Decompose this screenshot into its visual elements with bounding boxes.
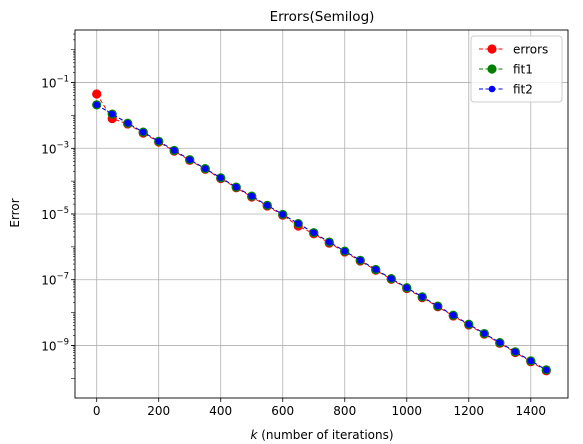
data-point-fit2 xyxy=(527,357,535,365)
x-tick-label: 1000 xyxy=(391,404,422,418)
y-tick-label: 10−1 xyxy=(41,75,69,91)
data-point-fit2 xyxy=(217,174,225,182)
data-point-fit2 xyxy=(480,330,488,337)
axis-ticks: 0 200 400 600 800 1000 1200 1400 10−9 10−7 10−5 10−… xyxy=(41,33,547,418)
legend-label: errors xyxy=(513,43,548,57)
data-point-fit2 xyxy=(387,275,395,282)
data-point-fit2 xyxy=(201,165,209,172)
legend-marker xyxy=(487,64,497,74)
data-point-fit2 xyxy=(232,183,240,191)
data-point-fit2 xyxy=(248,192,256,200)
data-point-fit2 xyxy=(542,366,550,374)
x-axis-label-var: k xyxy=(250,428,258,442)
data-point-fit2 xyxy=(170,147,178,154)
data-point-fit2 xyxy=(124,119,132,127)
legend-item-errors: errors xyxy=(479,43,548,57)
data-point-fit2 xyxy=(279,211,287,218)
data-point-fit2 xyxy=(341,247,349,255)
series-line-errors xyxy=(96,93,547,372)
data-point-fit2 xyxy=(449,311,457,319)
data-point-fit2 xyxy=(511,348,519,356)
data-point-fit2 xyxy=(108,110,116,118)
series-layer xyxy=(92,89,551,376)
y-tick-label: 10−7 xyxy=(41,272,69,288)
legend-label: fit1 xyxy=(513,63,533,77)
legend-marker xyxy=(488,85,496,93)
legend-item-fit2: fit2 xyxy=(479,83,533,97)
data-point-errors xyxy=(92,89,102,99)
y-tick-label: 10−5 xyxy=(41,206,69,222)
data-point-fit2 xyxy=(263,201,271,209)
x-tick-label: 1400 xyxy=(516,404,547,418)
series-fit2 xyxy=(93,101,550,374)
legend-label: fit2 xyxy=(513,83,533,97)
x-tick-label: 400 xyxy=(209,404,232,418)
series-line-fit2 xyxy=(96,104,547,371)
data-point-fit2 xyxy=(372,266,380,273)
data-point-fit2 xyxy=(418,293,426,301)
x-tick-label: 200 xyxy=(147,404,170,418)
data-point-fit2 xyxy=(403,284,411,292)
x-axis-label: k (number of iterations) xyxy=(250,428,393,442)
legend-marker xyxy=(487,44,497,54)
data-point-fit2 xyxy=(496,339,504,346)
data-point-fit2 xyxy=(434,302,442,310)
chart-title: Errors(Semilog) xyxy=(270,9,375,25)
x-tick-label: 600 xyxy=(271,404,294,418)
data-point-fit2 xyxy=(294,220,302,227)
y-tick-label: 10−3 xyxy=(41,140,69,156)
x-axis-label-text: (number of iterations) xyxy=(257,428,393,442)
y-axis-label: Error xyxy=(8,198,22,227)
data-point-fit2 xyxy=(325,238,333,246)
data-point-fit2 xyxy=(310,229,318,236)
data-point-fit2 xyxy=(155,138,163,145)
x-tick-label: 1200 xyxy=(454,404,485,418)
legend-item-fit1: fit1 xyxy=(479,63,533,77)
legend: errors fit1 fit2 xyxy=(470,35,563,103)
x-tick-label: 800 xyxy=(333,404,356,418)
data-point-fit2 xyxy=(356,256,364,264)
data-point-fit2 xyxy=(186,156,194,163)
data-point-fit2 xyxy=(139,128,147,136)
y-tick-label: 10−9 xyxy=(41,337,69,353)
data-point-fit2 xyxy=(465,320,473,328)
x-tick-label: 0 xyxy=(93,404,101,418)
data-point-fit2 xyxy=(93,101,101,109)
